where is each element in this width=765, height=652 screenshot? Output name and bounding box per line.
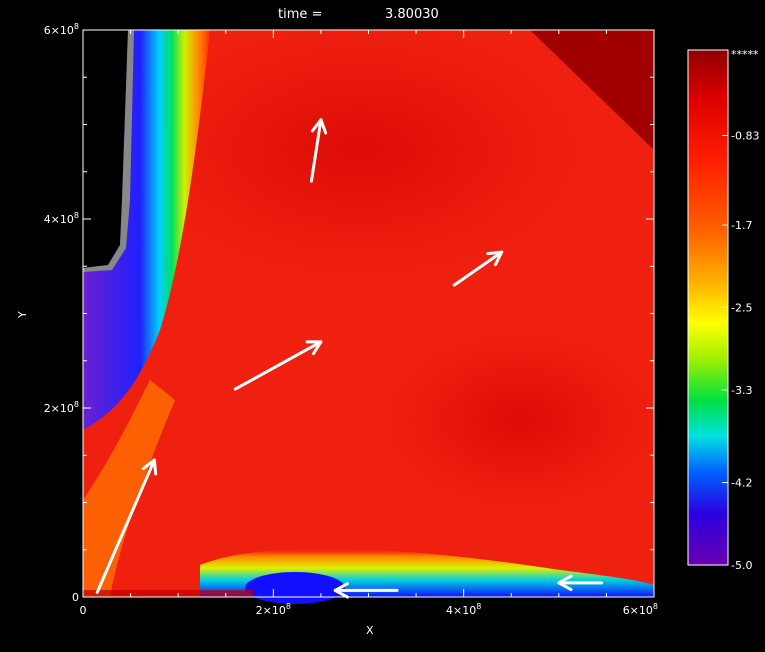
colorbar-tick-label: -3.3 — [731, 384, 752, 397]
floor-dark-band — [83, 590, 253, 597]
dark-corner — [530, 30, 654, 150]
x-tick-label: 4×108 — [446, 602, 481, 617]
y-tick-label: 6×108 — [44, 22, 79, 37]
y-tick-label: 2×108 — [44, 400, 79, 415]
colorbar-gradient — [688, 50, 728, 565]
dark-region — [380, 330, 660, 510]
floor-low-density — [245, 572, 345, 604]
colorbar-tick-label: -2.5 — [731, 302, 752, 315]
dark-region — [130, 20, 590, 280]
colorbar-top-label: ***** — [731, 48, 759, 61]
x-axis-label: X — [366, 624, 374, 637]
colorbar-tick-label: -4.2 — [731, 477, 752, 490]
x-tick-label: 6×108 — [623, 602, 658, 617]
colorbar-tick-label: -1.7 — [731, 219, 752, 232]
colorbar-ticks: -0.83 -1.7 -2.5 -3.3 -4.2 -5.0 — [722, 129, 759, 572]
title-value: 3.80030 — [385, 7, 439, 22]
velocity-arrow — [309, 118, 328, 183]
x-tick-label: 2×108 — [256, 602, 291, 617]
velocity-arrow — [333, 582, 399, 599]
velocity-arrows — [95, 118, 604, 599]
y-tick-label: 0 — [72, 591, 79, 604]
axis-ticks — [82, 29, 655, 598]
velocity-arrow — [557, 574, 604, 592]
velocity-arrow — [95, 458, 158, 594]
velocity-arrow — [233, 340, 323, 391]
wall-edge — [83, 30, 134, 272]
colorbar: ***** -0.83 -1.7 -2.5 -3.3 -4.2 -5.0 — [687, 48, 759, 572]
title-label: time = — [278, 7, 322, 22]
plot-area — [83, 20, 660, 604]
corner-jet — [83, 380, 175, 597]
wall-low-density — [83, 30, 128, 268]
colorbar-tick-label: -5.0 — [731, 559, 752, 572]
tick-labels: 0 2×108 4×108 6×108 0 2×108 4×108 6×108 — [44, 22, 658, 617]
y-axis-label: Y — [16, 311, 29, 319]
velocity-arrow — [452, 250, 504, 287]
x-tick-label: 0 — [80, 604, 87, 617]
colorbar-tick-label: -0.83 — [731, 129, 759, 142]
y-tick-label: 4×108 — [44, 211, 79, 226]
